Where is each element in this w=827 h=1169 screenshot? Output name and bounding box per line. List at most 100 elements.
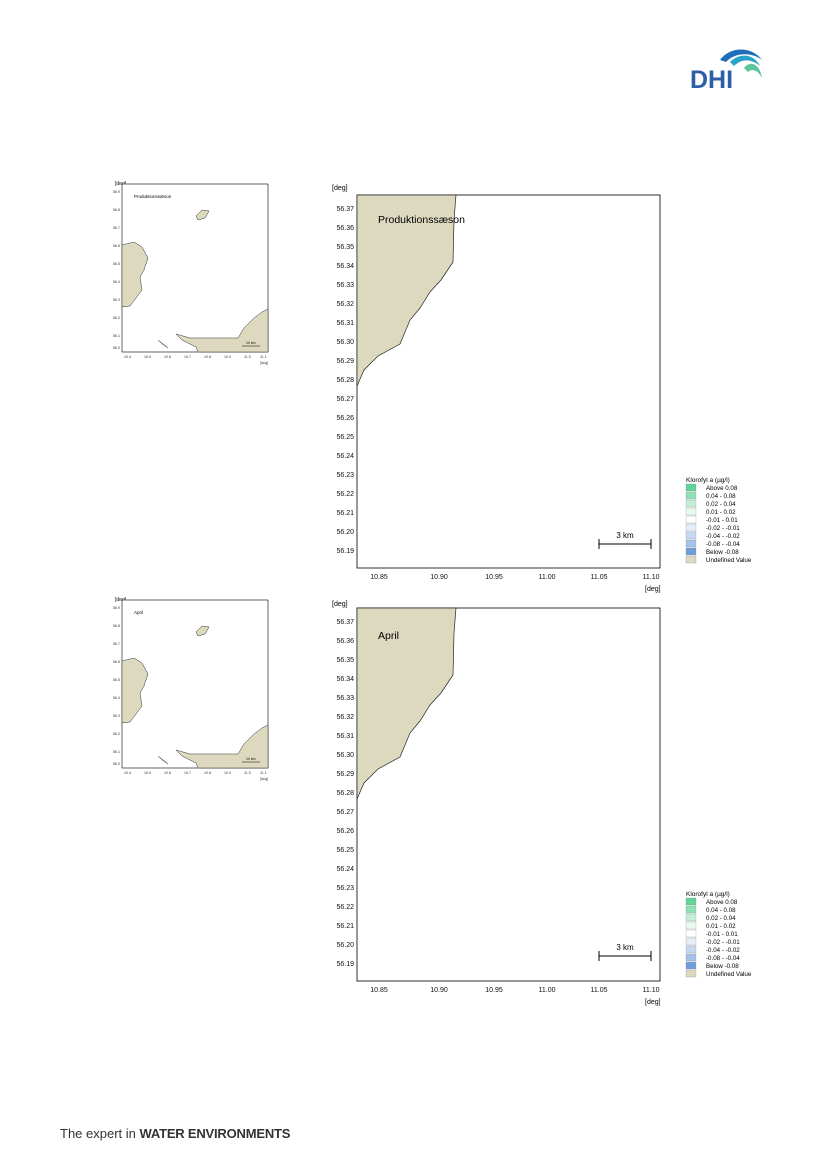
map-label: -0.01 - 0.01: [706, 931, 738, 938]
scale-bar: 3 km: [598, 943, 652, 961]
map-label: 56.0: [113, 762, 120, 766]
x-tick-labels: 10.85 10.90 10.95 11.00 11.05 11.10: [370, 574, 659, 581]
map-label: 56.9: [113, 606, 120, 610]
period-label: April: [378, 630, 399, 642]
map-label: Below -0.08: [706, 549, 739, 556]
legend-title: Klorofyl a (µg/l): [686, 477, 730, 484]
map-label: 10.90: [430, 574, 448, 581]
map-label: -0.04 - -0.02: [706, 533, 740, 540]
map-label: 56.37: [336, 619, 354, 626]
map-label: 56.37: [336, 206, 354, 213]
map-label: 56.27: [336, 396, 354, 403]
map-label: 56.8: [113, 624, 120, 628]
map-label: 56.20: [336, 529, 354, 536]
map-label: 56.26: [336, 828, 354, 835]
map-label: -0.08 - -0.04: [706, 955, 740, 962]
y-unit-label: [deg]: [332, 601, 348, 608]
map-label: 56.4: [113, 280, 120, 284]
map-label: 11.05: [591, 987, 608, 994]
footer-tagline: The expert in WATER ENVIRONMENTS: [60, 1126, 290, 1141]
map-label: 56.30: [336, 339, 354, 346]
overview-map-1: [deg] Produktionssæson 56.9 56.8 56.7 56…: [113, 181, 269, 365]
map-label: 56.31: [336, 733, 354, 740]
map-label: 0.02 - 0.04: [706, 501, 736, 508]
map-label: 56.3: [113, 714, 120, 718]
map-label: 10.9: [224, 771, 231, 775]
period-label: Produktionssæson: [378, 214, 465, 226]
map-label: 11.10: [643, 987, 660, 994]
overview-land-south: [175, 308, 269, 353]
map-label: 56.24: [336, 453, 354, 460]
map-label: 56.1: [113, 334, 120, 338]
scale-bar: 3 km: [598, 531, 652, 549]
map-label: 0.04 - 0.08: [706, 493, 736, 500]
map-label: 56.27: [336, 809, 354, 816]
logo-text: DHI: [690, 66, 733, 92]
map-label: 0.02 - 0.04: [706, 915, 736, 922]
map-label: 56.36: [336, 225, 354, 232]
map-label: 10.4: [124, 771, 131, 775]
map-label: 56.26: [336, 415, 354, 422]
main-map-1: [deg] Produktionssæson 56.37 56.36 56.35…: [332, 185, 661, 593]
main-map-2: [deg] April 56.37 56.36 56.35 56.34 56.3…: [332, 601, 661, 1006]
map-label: 0.01 - 0.02: [706, 923, 736, 930]
dhi-logo: DHI: [686, 46, 766, 94]
map-label: 10.8: [204, 771, 211, 775]
overview-land-west: [121, 241, 149, 308]
map-label: 56.32: [336, 714, 354, 721]
x-unit-label: [deg]: [645, 586, 661, 593]
map-label: 56.29: [336, 358, 354, 365]
map-label: -0.01 - 0.01: [706, 517, 738, 524]
map-label: 10.7: [184, 771, 191, 775]
legend-1: Klorofyl a (µg/l) Above 0.08 0.04 - 0.08…: [685, 477, 752, 564]
map-label: -0.04 - -0.02: [706, 947, 740, 954]
map-label: Below -0.08: [706, 963, 739, 970]
legend-items: Above 0.08 0.04 - 0.08 0.02 - 0.04 0.01 …: [685, 897, 752, 978]
map-label: 10.95: [485, 574, 503, 581]
map-label: 56.0: [113, 346, 120, 350]
map-label: 56.9: [113, 190, 120, 194]
map-label: 56.25: [336, 847, 354, 854]
map-label: [deg]: [115, 597, 127, 603]
map-label: 10.85: [370, 987, 388, 994]
map-label: 10.7: [184, 355, 191, 359]
map-label: 3 km: [616, 943, 634, 952]
map-label: 56.24: [336, 866, 354, 873]
map-label: -0.02 - -0.01: [706, 525, 740, 532]
map-label: 56.35: [336, 244, 354, 251]
map-label: 10 km: [246, 757, 256, 761]
x-unit-label: [deg]: [645, 999, 661, 1006]
map-label: -0.02 - -0.01: [706, 939, 740, 946]
map-label: 56.3: [113, 298, 120, 302]
map-label: 0.04 - 0.08: [706, 907, 736, 914]
y-unit-label: [deg]: [332, 185, 348, 192]
tagline-light: The expert in: [60, 1126, 140, 1141]
map-label: 56.5: [113, 678, 120, 682]
overview-island: [195, 209, 210, 221]
map-label: 10 km: [246, 341, 256, 345]
map-label: 56.33: [336, 282, 354, 289]
map-label: 56.19: [336, 548, 354, 555]
legend-title: Klorofyl a (µg/l): [686, 891, 730, 898]
map-label: 11.00: [539, 574, 556, 581]
map-label: 56.33: [336, 695, 354, 702]
map-label: 56.35: [336, 657, 354, 664]
map-label: 56.32: [336, 301, 354, 308]
map-label: 56.2: [113, 316, 120, 320]
map-label: 10.90: [430, 987, 448, 994]
map-label: 10.8: [204, 355, 211, 359]
map-label: Undefined Value: [706, 971, 752, 978]
map-label: Above 0.08: [706, 485, 738, 492]
map-label: 56.22: [336, 491, 354, 498]
map-label: 11.1: [260, 771, 267, 775]
map-label: 56.2: [113, 732, 120, 736]
map-label: 56.7: [113, 226, 120, 230]
map-label: 56.31: [336, 320, 354, 327]
map-label: 56.34: [336, 676, 354, 683]
map-label: 10.6: [164, 355, 171, 359]
map-label: [deg]: [260, 777, 268, 781]
map-label: Undefined Value: [706, 557, 752, 564]
map-label: 0.01 - 0.02: [706, 509, 736, 516]
map-label: 56.5: [113, 262, 120, 266]
map-label: 56.36: [336, 638, 354, 645]
